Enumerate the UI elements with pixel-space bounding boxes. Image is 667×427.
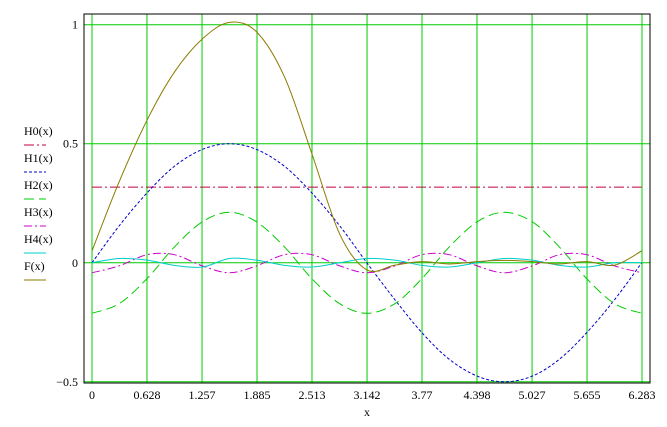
x-tick-label: 0 <box>89 388 95 402</box>
y-tick-label: 1 <box>72 18 78 32</box>
x-tick-label: 1.257 <box>189 388 216 402</box>
legend-label: F(x) <box>24 259 45 273</box>
legend-label: H2(x) <box>24 178 53 192</box>
x-tick-label: 4.398 <box>463 388 490 402</box>
plot-frame <box>83 13 651 384</box>
x-tick-label: 3.77 <box>412 388 433 402</box>
series-line-h1x <box>91 143 643 383</box>
x-tick-label: 2.513 <box>298 388 325 402</box>
legend-label: H1(x) <box>24 151 53 165</box>
legend: H0(x) H1(x) H2(x) H3(x) H4(x) F(x) <box>24 124 53 281</box>
series-line-fx <box>91 21 642 273</box>
y-tick-label: 0.5 <box>63 137 78 151</box>
y-tick-label: 0 <box>72 256 78 270</box>
series-line-h2x <box>91 211 642 314</box>
x-tick-label: 5.027 <box>519 388 546 402</box>
series-lines <box>91 21 643 383</box>
x-tick-label: 5.655 <box>574 388 601 402</box>
x-tick-label: 1.885 <box>244 388 271 402</box>
x-tick-label: 6.283 <box>629 388 656 402</box>
legend-label: H4(x) <box>24 232 53 246</box>
y-tick-label: −0.5 <box>56 375 78 389</box>
x-tick-labels: 0 0.628 1.257 1.885 2.513 3.142 3.77 4.398 5.027… <box>89 388 656 402</box>
legend-label: H3(x) <box>24 205 53 219</box>
y-tick-labels: 1 0.5 0 −0.5 <box>56 18 78 389</box>
x-tick-label: 0.628 <box>133 388 160 402</box>
x-tick-label: 3.142 <box>354 388 381 402</box>
series-line-h3x <box>91 252 642 274</box>
x-axis-label: x <box>364 405 370 419</box>
legend-label: H0(x) <box>24 124 53 138</box>
